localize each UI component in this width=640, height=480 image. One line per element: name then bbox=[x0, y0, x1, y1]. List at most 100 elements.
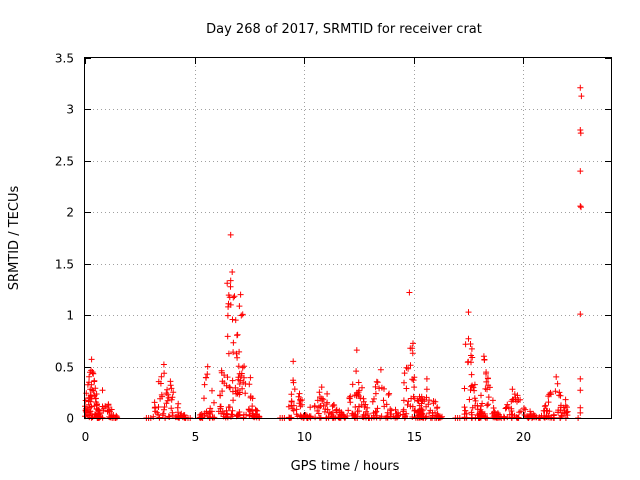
data-point bbox=[164, 386, 171, 393]
data-point bbox=[154, 409, 161, 416]
data-point bbox=[512, 396, 519, 403]
data-point bbox=[92, 395, 99, 402]
data-point bbox=[87, 392, 94, 398]
data-point bbox=[321, 408, 328, 415]
data-point bbox=[479, 400, 486, 407]
data-point bbox=[303, 414, 310, 421]
data-point bbox=[360, 395, 367, 402]
x-tick-label: 0 bbox=[82, 430, 90, 444]
data-point bbox=[482, 414, 489, 421]
data-point bbox=[374, 405, 381, 412]
data-point bbox=[552, 388, 559, 395]
data-point bbox=[411, 384, 418, 391]
data-point bbox=[564, 404, 570, 411]
data-point bbox=[578, 93, 585, 100]
data-point bbox=[355, 391, 362, 398]
data-point bbox=[221, 380, 228, 387]
data-point bbox=[224, 312, 231, 319]
data-point bbox=[402, 412, 408, 419]
data-point bbox=[296, 390, 303, 397]
data-point bbox=[93, 402, 100, 409]
data-point bbox=[86, 404, 93, 411]
data-point bbox=[465, 309, 472, 316]
data-point bbox=[493, 414, 499, 421]
data-point bbox=[235, 363, 242, 370]
data-point bbox=[515, 414, 521, 421]
data-point bbox=[89, 387, 96, 393]
data-point bbox=[82, 397, 89, 404]
data-point bbox=[362, 401, 369, 408]
data-point bbox=[485, 382, 492, 389]
data-point bbox=[434, 404, 441, 411]
data-point bbox=[408, 395, 415, 402]
data-point bbox=[469, 382, 476, 389]
data-point bbox=[299, 397, 305, 403]
data-point bbox=[293, 411, 300, 418]
data-point bbox=[372, 390, 379, 397]
data-point bbox=[419, 407, 426, 414]
data-point bbox=[577, 404, 584, 411]
data-point bbox=[224, 374, 231, 381]
data-point bbox=[155, 378, 162, 385]
data-point bbox=[485, 401, 492, 408]
data-point bbox=[238, 312, 245, 319]
data-point bbox=[483, 378, 490, 385]
data-point bbox=[241, 363, 248, 370]
data-point bbox=[201, 395, 207, 402]
data-point bbox=[468, 371, 475, 378]
data-point bbox=[351, 392, 358, 399]
data-point bbox=[208, 408, 215, 415]
data-point bbox=[370, 412, 377, 419]
data-point bbox=[289, 405, 296, 412]
data-point bbox=[410, 340, 416, 347]
data-point bbox=[462, 407, 469, 414]
data-point bbox=[233, 350, 240, 357]
data-point bbox=[82, 407, 89, 414]
data-point bbox=[462, 341, 469, 348]
data-point bbox=[88, 356, 95, 363]
data-point bbox=[225, 292, 232, 299]
data-point bbox=[235, 374, 242, 381]
data-point bbox=[218, 367, 225, 374]
y-tick-label: 2 bbox=[66, 206, 74, 220]
data-point bbox=[423, 375, 430, 382]
data-point bbox=[541, 403, 548, 410]
data-point bbox=[206, 414, 213, 421]
data-point bbox=[577, 387, 584, 394]
data-point bbox=[545, 399, 552, 406]
data-point bbox=[357, 395, 364, 402]
data-point bbox=[85, 398, 92, 405]
data-point bbox=[359, 384, 365, 391]
data-point bbox=[542, 402, 549, 409]
data-point bbox=[369, 398, 376, 405]
data-point bbox=[314, 397, 321, 404]
data-point bbox=[353, 368, 360, 375]
data-point bbox=[168, 405, 175, 412]
data-point bbox=[471, 387, 478, 394]
data-point bbox=[577, 409, 584, 416]
data-point bbox=[204, 371, 211, 378]
y-tick-label: 2.5 bbox=[55, 155, 74, 169]
data-point bbox=[409, 403, 416, 410]
data-point bbox=[297, 403, 304, 410]
data-point bbox=[201, 381, 208, 388]
data-point bbox=[394, 414, 401, 421]
data-point bbox=[461, 385, 468, 392]
data-point bbox=[236, 303, 243, 310]
data-point bbox=[239, 311, 246, 318]
data-point bbox=[374, 379, 381, 386]
data-point bbox=[562, 402, 569, 409]
data-point bbox=[246, 412, 253, 419]
data-point bbox=[425, 401, 432, 408]
data-point bbox=[577, 84, 584, 91]
data-point bbox=[347, 393, 354, 400]
data-point bbox=[377, 414, 384, 421]
x-tick-labels: 0 5 10 15 20 bbox=[82, 430, 531, 444]
data-point bbox=[381, 385, 387, 392]
data-point bbox=[290, 358, 297, 365]
data-point bbox=[423, 394, 430, 401]
data-point bbox=[329, 403, 336, 410]
data-point bbox=[478, 403, 484, 410]
data-point bbox=[426, 397, 433, 404]
data-point bbox=[229, 316, 236, 323]
